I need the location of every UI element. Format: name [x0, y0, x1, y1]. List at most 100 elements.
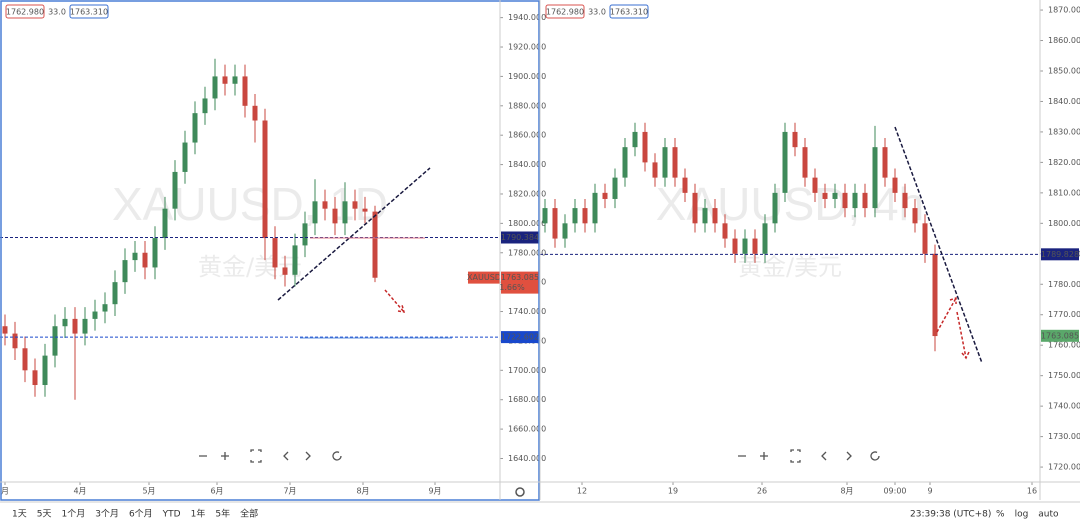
- x-tick-label: 12: [577, 487, 587, 496]
- y-tick-label: 1780.000: [1048, 280, 1080, 289]
- candle-body: [622, 147, 628, 178]
- candle-body: [42, 355, 48, 386]
- candle-body: [812, 177, 818, 193]
- y-tick-label: 1720.000: [1048, 463, 1080, 472]
- candle-body: [102, 304, 108, 312]
- candle-body: [192, 113, 198, 143]
- candle-body: [832, 192, 838, 199]
- candle-body: [272, 238, 278, 268]
- zoom-controls[interactable]: [199, 449, 880, 463]
- arrow: [936, 296, 957, 333]
- y-tick-label: 1770.000: [1048, 310, 1080, 319]
- candle-body: [652, 162, 658, 178]
- watermark: XAUUSD, 4h: [656, 178, 924, 230]
- candle-body: [842, 192, 848, 209]
- candle-body: [62, 318, 68, 327]
- range-button[interactable]: YTD: [162, 510, 181, 520]
- candle-body: [212, 76, 218, 99]
- y-tick-label: 1840.000: [1048, 97, 1080, 106]
- y-tick-label: 1680.000: [508, 395, 546, 404]
- watermark-sub: 黄金/美元: [198, 253, 302, 281]
- axis-option[interactable]: log: [1015, 510, 1029, 520]
- y-tick-label: 1800.000: [508, 219, 546, 228]
- x-tick-label: 9: [927, 487, 932, 496]
- active-panel-border: [0, 0, 540, 501]
- candle-body: [782, 131, 788, 193]
- candle-body: [232, 76, 238, 84]
- candle-body: [922, 223, 928, 254]
- axis-option[interactable]: auto: [1038, 510, 1059, 520]
- candle-body: [302, 223, 308, 246]
- range-button[interactable]: 全部: [240, 508, 258, 520]
- symbol-box: [468, 271, 500, 284]
- y-tick-label: 1830.000: [1048, 127, 1080, 136]
- candle-body: [852, 192, 858, 209]
- y-tick-label: 1820.000: [1048, 158, 1080, 167]
- legend-value: 1763.310: [70, 8, 108, 17]
- y-tick-label: 1860.000: [1048, 36, 1080, 45]
- candle-body: [772, 192, 778, 224]
- x-tick-label: 月: [1, 487, 9, 496]
- range-button[interactable]: 5年: [215, 508, 230, 520]
- candle-body: [72, 318, 78, 334]
- axis-option[interactable]: %: [996, 510, 1005, 520]
- price-label: 1790.384: [501, 233, 539, 242]
- candle-body: [542, 208, 548, 224]
- candle-body: [612, 177, 618, 199]
- candle-body: [292, 245, 298, 275]
- price-label-box: [501, 231, 539, 244]
- legend-value: 1762.980: [546, 8, 584, 17]
- arrow: [384, 289, 406, 313]
- y-tick-label: 1840.000: [508, 160, 546, 169]
- range-button[interactable]: 1年: [191, 508, 206, 520]
- current-price: 1763.085: [1041, 331, 1079, 340]
- y-tick-label: 1740.000: [508, 307, 546, 316]
- x-tick-label: 4月: [73, 487, 86, 496]
- candle-body: [722, 223, 728, 239]
- candle-body: [902, 192, 908, 209]
- y-tick-label: 1760.000: [1048, 341, 1080, 350]
- price-change: 1.66%: [499, 283, 525, 292]
- candle-body: [152, 238, 158, 268]
- price-label: 1789.828: [1041, 250, 1079, 259]
- y-tick-label: 1740.000: [1048, 402, 1080, 411]
- candle-body: [792, 131, 798, 148]
- candle-body: [932, 253, 938, 337]
- legend-value: 1762.980: [6, 8, 44, 17]
- time-display: 23:39:38 (UTC+8): [910, 510, 991, 520]
- y-tick-label: 1920.000: [508, 43, 546, 52]
- range-button[interactable]: 1天: [12, 510, 27, 520]
- range-button[interactable]: 3个月: [95, 509, 119, 520]
- candle-body: [732, 238, 738, 254]
- candle-body: [122, 260, 128, 283]
- candle-body: [32, 370, 38, 386]
- range-button[interactable]: 6个月: [129, 509, 153, 520]
- price-label: 1722.602: [501, 333, 539, 342]
- trendline: [277, 167, 431, 301]
- y-tick-label: 1700.000: [508, 366, 546, 375]
- y-tick-label: 1870.000: [1048, 6, 1080, 15]
- y-tick-label: 1750.000: [1048, 371, 1080, 380]
- watermark-sub: 黄金/美元: [738, 253, 842, 281]
- x-tick-label: 19: [668, 487, 678, 496]
- x-tick-label: 5月: [142, 487, 155, 496]
- candle-body: [572, 208, 578, 224]
- candle-body: [582, 208, 588, 224]
- candle-body: [352, 201, 358, 209]
- candle-body: [702, 208, 708, 224]
- range-button[interactable]: 1个月: [61, 509, 85, 520]
- settings-icon[interactable]: [515, 487, 525, 497]
- current-price: 1763.085: [501, 273, 539, 282]
- candle-body: [762, 223, 768, 254]
- y-tick-label: 1880.000: [508, 101, 546, 110]
- candle-body: [632, 131, 638, 148]
- candle-body: [552, 208, 558, 239]
- range-button[interactable]: 5天: [37, 510, 52, 520]
- candle-body: [182, 142, 188, 172]
- legend-box: [5, 4, 45, 19]
- price-label-box: [501, 331, 539, 344]
- y-tick-label: 1900.000: [508, 72, 546, 81]
- candle-body: [22, 348, 28, 371]
- candle-body: [162, 208, 168, 239]
